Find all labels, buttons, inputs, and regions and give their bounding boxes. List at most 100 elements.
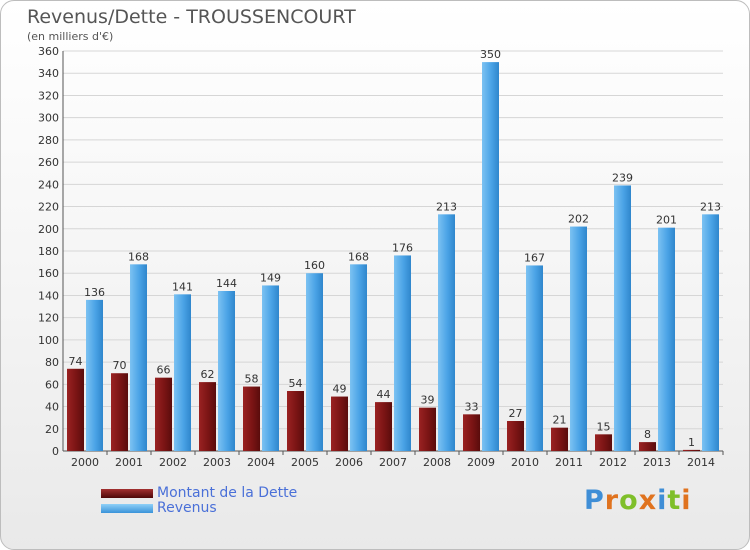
y-tick-label: 240: [38, 178, 59, 191]
value-label-revenus-2004: 149: [260, 271, 281, 284]
bar-dette-2011: [551, 427, 568, 451]
x-tick-label: 2012: [599, 456, 627, 469]
value-label-dette-2003: 62: [201, 368, 215, 381]
x-tick-label: 2010: [511, 456, 539, 469]
bar-dette-2008: [419, 407, 436, 451]
bar-dette-2009: [463, 414, 480, 451]
legend-swatch-debt: [101, 489, 153, 498]
y-tick-label: 340: [38, 67, 59, 80]
bar-dette-2012: [595, 434, 612, 451]
y-tick-label: 140: [38, 289, 59, 302]
value-label-dette-2008: 39: [421, 394, 435, 407]
bar-revenus-2012: [614, 185, 631, 451]
logo-letter: t: [667, 485, 682, 516]
proxiti-logo: Proxiti: [584, 485, 692, 516]
value-label-dette-2009: 33: [465, 400, 479, 413]
bar-revenus-2001: [130, 264, 147, 451]
value-label-revenus-2001: 168: [128, 250, 149, 263]
legend-item-debt: Montant de la Dette: [101, 485, 341, 502]
bar-dette-2010: [507, 421, 524, 451]
legend-swatch-revenus: [101, 504, 153, 513]
y-tick-label: 40: [45, 401, 59, 414]
y-tick-label: 300: [38, 112, 59, 125]
value-label-revenus-2007: 176: [392, 241, 413, 254]
bar-revenus-2010: [526, 265, 543, 451]
value-label-dette-2010: 27: [509, 407, 523, 420]
y-tick-label: 280: [38, 134, 59, 147]
bar-revenus-2007: [394, 255, 411, 451]
y-tick-label: 0: [52, 445, 59, 458]
value-label-revenus-2013: 201: [656, 214, 677, 227]
legend-label-debt: Montant de la Dette: [157, 485, 298, 501]
y-tick-label: 200: [38, 223, 59, 236]
x-tick-label: 2005: [291, 456, 319, 469]
bar-dette-2002: [155, 377, 172, 451]
value-label-revenus-2002: 141: [172, 280, 193, 293]
bar-revenus-2008: [438, 214, 455, 451]
value-label-dette-2007: 44: [377, 388, 391, 401]
y-tick-label: 320: [38, 89, 59, 102]
bar-dette-2014: [683, 449, 700, 451]
value-label-dette-2001: 70: [113, 359, 127, 372]
bar-revenus-2003: [218, 291, 235, 451]
bar-revenus-2004: [262, 285, 279, 451]
logo-letter: x: [638, 485, 658, 516]
x-tick-label: 2009: [467, 456, 495, 469]
y-tick-label: 260: [38, 156, 59, 169]
value-label-dette-2002: 66: [157, 364, 171, 377]
y-tick-label: 120: [38, 312, 59, 325]
legend-item-revenus: Revenus: [101, 500, 341, 517]
value-label-revenus-2006: 168: [348, 250, 369, 263]
bar-dette-2003: [199, 382, 216, 451]
bar-revenus-2000: [86, 299, 103, 451]
bar-dette-2007: [375, 402, 392, 451]
x-tick-label: 2001: [115, 456, 143, 469]
x-tick-label: 2013: [643, 456, 671, 469]
x-tick-label: 2011: [555, 456, 583, 469]
value-label-dette-2006: 49: [333, 383, 347, 396]
bar-revenus-2014: [702, 214, 719, 451]
chart-title: Revenus/Dette - TROUSSENCOURT: [27, 6, 356, 28]
y-tick-label: 180: [38, 245, 59, 258]
bar-revenus-2013: [658, 227, 675, 451]
x-tick-label: 2006: [335, 456, 363, 469]
x-tick-label: 2007: [379, 456, 407, 469]
y-tick-label: 360: [38, 45, 59, 58]
bar-dette-2001: [111, 373, 128, 451]
bar-revenus-2005: [306, 273, 323, 451]
chart-subtitle: (en milliers d'€): [27, 30, 114, 43]
value-label-dette-2004: 58: [245, 373, 259, 386]
legend-label-revenus: Revenus: [157, 500, 217, 516]
logo-letter: i: [657, 485, 668, 516]
value-label-dette-2013: 8: [644, 428, 651, 441]
bar-revenus-2006: [350, 264, 367, 451]
bar-dette-2004: [243, 386, 260, 451]
value-label-revenus-2011: 202: [568, 213, 589, 226]
logo-letter: i: [681, 485, 692, 516]
bar-revenus-2002: [174, 294, 191, 451]
bar-dette-2006: [331, 396, 348, 451]
y-tick-label: 160: [38, 267, 59, 280]
value-label-revenus-2009: 350: [480, 48, 501, 61]
value-label-dette-2014: 1: [688, 436, 695, 449]
y-tick-label: 220: [38, 201, 59, 214]
x-tick-label: 2000: [71, 456, 99, 469]
value-label-dette-2011: 21: [553, 414, 567, 427]
value-label-revenus-2005: 160: [304, 259, 325, 272]
value-label-dette-2012: 15: [597, 420, 611, 433]
bar-revenus-2009: [482, 62, 499, 451]
y-tick-label: 60: [45, 378, 59, 391]
value-label-dette-2005: 54: [289, 377, 303, 390]
bar-dette-2013: [639, 442, 656, 451]
value-label-revenus-2014: 213: [700, 200, 721, 213]
logo-letter: o: [619, 485, 639, 516]
y-tick-label: 80: [45, 356, 59, 369]
bar-dette-2000: [67, 368, 84, 451]
bar-dette-2005: [287, 391, 304, 451]
bar-revenus-2011: [570, 226, 587, 451]
logo-letter: r: [604, 485, 620, 516]
x-tick-label: 2014: [687, 456, 715, 469]
x-tick-label: 2002: [159, 456, 187, 469]
